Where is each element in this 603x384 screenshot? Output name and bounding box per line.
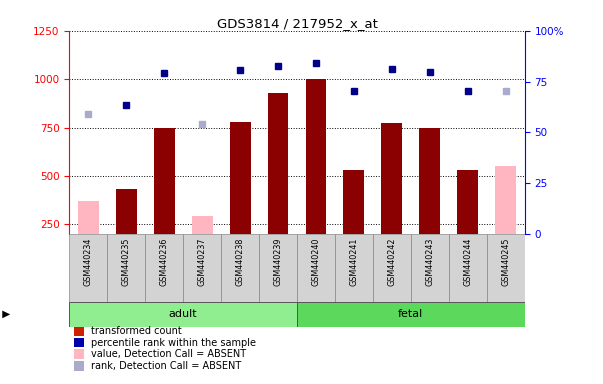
Bar (381, 122, 402, 234)
Bar (74, 326, 84, 336)
Bar (69, 302, 297, 327)
Bar (306, 79, 326, 234)
Text: value, Detection Call = ABSENT: value, Detection Call = ABSENT (90, 349, 246, 359)
Text: percentile rank within the sample: percentile rank within the sample (90, 338, 256, 348)
Bar (419, 127, 440, 234)
Text: GSM440244: GSM440244 (463, 237, 472, 286)
Text: adult: adult (169, 309, 197, 319)
Bar (297, 234, 335, 302)
Text: GSM440239: GSM440239 (274, 237, 283, 286)
Text: GSM440243: GSM440243 (425, 237, 434, 286)
Bar (344, 170, 364, 234)
Text: GSM440238: GSM440238 (236, 237, 245, 286)
Bar (297, 302, 525, 327)
Bar (268, 93, 288, 234)
Bar (78, 201, 99, 234)
Bar (74, 349, 84, 359)
Text: GSM440234: GSM440234 (84, 237, 93, 286)
Bar (192, 216, 213, 234)
Text: GSM440245: GSM440245 (501, 237, 510, 286)
Bar (74, 361, 84, 371)
Text: rank, Detection Call = ABSENT: rank, Detection Call = ABSENT (90, 361, 241, 371)
Text: GSM440237: GSM440237 (198, 237, 207, 286)
Bar (259, 234, 297, 302)
Bar (449, 234, 487, 302)
Bar (221, 234, 259, 302)
Bar (116, 189, 137, 234)
Text: fetal: fetal (398, 309, 423, 319)
Bar (230, 122, 250, 234)
Text: GSM440240: GSM440240 (311, 237, 320, 286)
Bar (74, 338, 84, 348)
Bar (145, 234, 183, 302)
Bar (69, 234, 107, 302)
Text: GSM440235: GSM440235 (122, 237, 131, 286)
Title: GDS3814 / 217952_x_at: GDS3814 / 217952_x_at (216, 17, 377, 30)
Bar (373, 234, 411, 302)
Bar (335, 234, 373, 302)
Text: development stage ▶: development stage ▶ (0, 309, 10, 319)
Text: transformed count: transformed count (90, 326, 182, 336)
Bar (457, 170, 478, 234)
Text: GSM440242: GSM440242 (387, 237, 396, 286)
Text: GSM440241: GSM440241 (349, 237, 358, 286)
Bar (154, 127, 175, 234)
Bar (183, 234, 221, 302)
Bar (487, 234, 525, 302)
Bar (411, 234, 449, 302)
Bar (495, 166, 516, 234)
Text: GSM440236: GSM440236 (160, 237, 169, 286)
Bar (107, 234, 145, 302)
